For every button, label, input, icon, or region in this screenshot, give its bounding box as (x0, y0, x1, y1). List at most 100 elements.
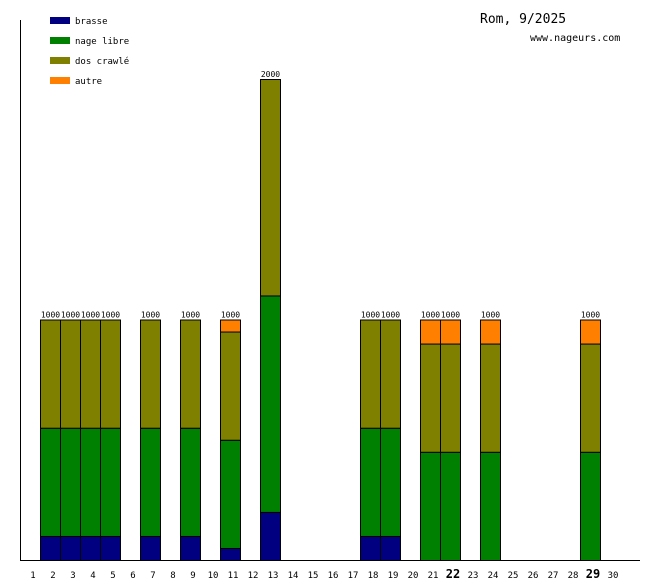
bar-segment-autre-day-24 (480, 319, 501, 345)
bar-segment-brasse-day-7 (140, 535, 161, 562)
bar-segment-autre-day-29 (580, 319, 601, 345)
legend-swatch-autre (50, 77, 70, 84)
x-tick-label: 11 (228, 571, 239, 580)
x-tick-label: 21 (428, 571, 439, 580)
total-label: 1000 (421, 311, 440, 320)
x-tick-label: 2 (50, 571, 55, 580)
bar-segment-nage-libre-day-29 (580, 451, 601, 561)
bar-segment-dos-crawlé-day-3 (60, 319, 81, 429)
bar-segment-nage-libre-day-22 (440, 451, 461, 561)
total-label: 1000 (181, 311, 200, 320)
legend-label: autre (75, 77, 102, 87)
bar-segment-brasse-day-2 (40, 535, 61, 562)
x-tick-label: 19 (388, 571, 399, 580)
bar-segment-nage-libre-day-7 (140, 427, 161, 537)
bar-segment-dos-crawlé-day-4 (80, 319, 101, 429)
total-label: 1000 (221, 311, 240, 320)
total-label: 1000 (41, 311, 60, 320)
bar-segment-autre-day-11 (220, 319, 241, 333)
bar-segment-nage-libre-day-4 (80, 427, 101, 537)
bar-segment-brasse-day-11 (220, 547, 241, 561)
bar-segment-nage-libre-day-5 (100, 427, 121, 537)
bar-segment-nage-libre-day-18 (360, 427, 381, 537)
x-tick-label: 6 (130, 571, 135, 580)
x-tick-label: 28 (568, 571, 579, 580)
total-label: 1000 (81, 311, 100, 320)
bar-segment-brasse-day-18 (360, 535, 381, 562)
x-tick-label: 9 (190, 571, 195, 580)
x-tick-labels: 1 2 3 4 5 6 7 8 9 10 11 12 13 14 15 16 17 18 19 20 21 22 23 24 2… (30, 567, 619, 581)
bar-segment-nage-libre-day-2 (40, 427, 61, 537)
x-tick-label: 12 (248, 571, 259, 580)
chart-subtitle: www.nageurs.com (530, 33, 620, 44)
x-tick-label: 7 (150, 571, 155, 580)
bar-segment-brasse-day-9 (180, 535, 201, 562)
legend-label: brasse (75, 17, 108, 27)
bar-segment-nage-libre-day-13 (260, 295, 281, 513)
legend-swatch-brasse (50, 17, 70, 24)
total-label: 1000 (481, 311, 500, 320)
legend-label: dos crawlé (75, 56, 129, 67)
bar-segment-nage-libre-day-24 (480, 451, 501, 561)
x-tick-label: 24 (488, 571, 499, 580)
total-label: 1000 (581, 311, 600, 320)
bar-segment-nage-libre-day-21 (420, 451, 441, 561)
x-tick-label: 4 (90, 571, 95, 580)
bar-segment-dos-crawlé-day-13 (260, 79, 281, 297)
total-label: 1000 (361, 311, 380, 320)
x-tick-label: 5 (110, 571, 115, 580)
bar-segment-dos-crawlé-day-22 (440, 343, 461, 453)
bar-segment-dos-crawlé-day-5 (100, 319, 121, 429)
total-label: 1000 (101, 311, 120, 320)
bar-segment-dos-crawlé-day-19 (380, 319, 401, 429)
x-tick-label: 10 (208, 571, 219, 580)
bar-segment-brasse-day-5 (100, 535, 121, 562)
x-tick-label: 18 (368, 571, 379, 580)
bar-segment-dos-crawlé-day-24 (480, 343, 501, 453)
x-tick-label: 20 (408, 571, 419, 580)
bar-segment-nage-libre-day-3 (60, 427, 81, 537)
x-tick-label: 13 (268, 571, 279, 580)
bar-segment-dos-crawlé-day-29 (580, 343, 601, 453)
bar-segment-dos-crawlé-day-11 (220, 331, 241, 441)
total-label: 1000 (381, 311, 400, 320)
bar-segment-nage-libre-day-19 (380, 427, 401, 537)
total-label: 1000 (61, 311, 80, 320)
bar-segment-brasse-day-13 (260, 511, 281, 562)
legend-swatch-nage-libre (50, 37, 70, 44)
x-tick-label: 17 (348, 571, 359, 580)
legend: brasse nage libre dos crawlé autre (50, 17, 129, 87)
total-label: 1000 (441, 311, 460, 320)
x-tick-label: 26 (528, 571, 539, 580)
legend-swatch-dos-crawlé (50, 57, 70, 64)
x-tick-label: 22 (446, 567, 460, 580)
x-tick-label: 23 (468, 571, 479, 580)
x-tick-label: 1 (30, 571, 35, 580)
bar-segment-nage-libre-day-9 (180, 427, 201, 537)
x-tick-label: 30 (608, 571, 619, 580)
x-tick-label: 14 (288, 571, 299, 580)
x-tick-label: 29 (586, 567, 600, 580)
x-tick-label: 25 (508, 571, 519, 580)
chart-title: Rom, 9/2025 (480, 12, 566, 27)
bar-segment-dos-crawlé-day-7 (140, 319, 161, 429)
bar-segment-brasse-day-4 (80, 535, 101, 562)
total-label: 1000 (141, 311, 160, 320)
legend-label: nage libre (75, 37, 129, 47)
x-tick-label: 15 (308, 571, 319, 580)
x-tick-label: 16 (328, 571, 339, 580)
bar-segment-brasse-day-3 (60, 535, 81, 562)
bar-segment-brasse-day-19 (380, 535, 401, 562)
bar-segment-dos-crawlé-day-21 (420, 343, 441, 453)
x-tick-label: 27 (548, 571, 559, 580)
bar-segment-autre-day-22 (440, 319, 461, 345)
bar-segment-dos-crawlé-day-2 (40, 319, 61, 429)
total-label: 2000 (261, 70, 280, 79)
bar-segment-nage-libre-day-11 (220, 439, 241, 549)
bar-segment-dos-crawlé-day-9 (180, 319, 201, 429)
bar-segment-autre-day-21 (420, 319, 441, 345)
bar-segment-dos-crawlé-day-18 (360, 319, 381, 429)
